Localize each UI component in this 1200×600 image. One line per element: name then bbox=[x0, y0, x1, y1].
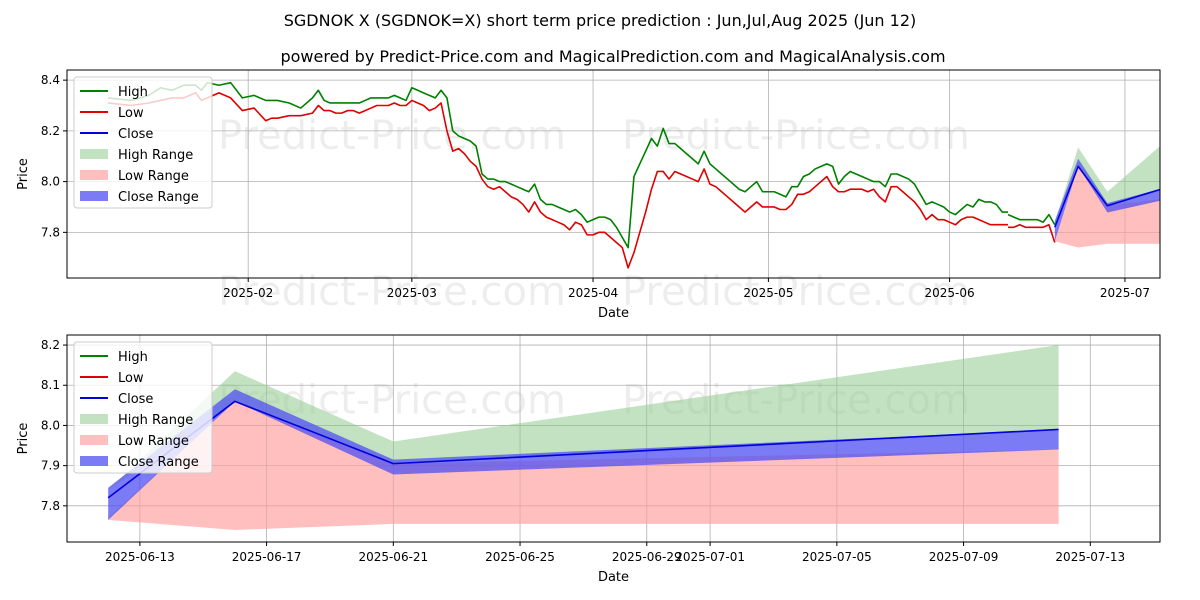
legend-entry-label: Close bbox=[118, 127, 153, 142]
watermark-text: Predict-Price.com bbox=[622, 269, 970, 315]
legend-swatch-patch bbox=[80, 414, 108, 424]
y-tick-label: 7.8 bbox=[41, 499, 60, 513]
legend-swatch-patch bbox=[80, 435, 108, 445]
legend: High Low Close High Range Low Range Close Ran… bbox=[73, 341, 213, 474]
legend-entry-label: Low bbox=[118, 106, 144, 121]
high-series-line bbox=[1007, 213, 1056, 226]
grid-lines bbox=[67, 70, 1160, 278]
x-tick-label: 2025-05 bbox=[743, 286, 793, 300]
x-axis-label: Date bbox=[598, 306, 629, 321]
y-axis-label: Price bbox=[16, 423, 31, 455]
x-tick-label: 2025-06-17 bbox=[232, 550, 302, 564]
legend-entry-label: High Range bbox=[118, 413, 193, 428]
y-tick-label: 8.0 bbox=[41, 418, 60, 432]
chart-subtitle: powered by Predict-Price.com and Magical… bbox=[280, 47, 945, 66]
chart-title: SGDNOK X (SGDNOK=X) short term price pre… bbox=[284, 11, 917, 30]
legend-entry-label: High bbox=[118, 85, 148, 100]
x-tick-label: 2025-06 bbox=[925, 286, 975, 300]
legend-box bbox=[73, 341, 213, 474]
legend-entry-label: Close bbox=[118, 392, 153, 407]
low-series-line bbox=[1008, 223, 1056, 243]
y-tick-label: 8.0 bbox=[41, 175, 60, 189]
x-axis-label: Date bbox=[598, 570, 629, 585]
close-forecast-line bbox=[1054, 165, 1160, 228]
y-tick-label: 8.4 bbox=[41, 73, 60, 87]
high-range-band bbox=[108, 345, 1059, 490]
x-tick-label: 2025-07-09 bbox=[929, 550, 999, 564]
x-tick-label: 2025-07-13 bbox=[1055, 550, 1125, 564]
watermark-text: Predict-Price.com bbox=[218, 113, 566, 159]
y-tick-label: 7.8 bbox=[41, 225, 60, 239]
legend-swatch-patch bbox=[80, 456, 108, 466]
x-tick-label: 2025-02 bbox=[223, 286, 273, 300]
legend-entry-label: Close Range bbox=[118, 455, 199, 470]
legend-entry-label: High bbox=[118, 350, 148, 365]
legend-entry-label: Low Range bbox=[118, 434, 189, 449]
axes-frame bbox=[66, 334, 1161, 543]
x-tick-label: 2025-04 bbox=[568, 286, 618, 300]
bottom-panel: Predict-Price.comPredict-Price.com2025-0… bbox=[16, 334, 1161, 585]
legend-swatch-patch bbox=[80, 170, 108, 180]
x-tick-label: 2025-06-29 bbox=[612, 550, 682, 564]
legend: High Low Close High Range Low Range Close Ran… bbox=[73, 76, 213, 209]
legend-entry-label: High Range bbox=[118, 148, 193, 163]
watermark-text: Predict-Price.com bbox=[218, 269, 566, 315]
y-axis-label: Price bbox=[16, 158, 31, 190]
low-series-line bbox=[107, 92, 1009, 269]
x-tick-label: 2025-03 bbox=[387, 286, 437, 300]
plot-area bbox=[107, 345, 1059, 530]
plot-area bbox=[107, 81, 1160, 269]
watermark-text: Predict-Price.com bbox=[622, 113, 970, 159]
legend-swatch-patch bbox=[80, 191, 108, 201]
x-tick-label: 2025-07-01 bbox=[675, 550, 745, 564]
legend-box bbox=[73, 76, 213, 209]
axes-frame bbox=[66, 69, 1161, 279]
x-tick-label: 2025-06-25 bbox=[485, 550, 555, 564]
high-series-line bbox=[107, 81, 1009, 249]
legend-entry-label: Close Range bbox=[118, 190, 199, 205]
y-tick-label: 8.1 bbox=[41, 378, 60, 392]
y-tick-label: 8.2 bbox=[41, 338, 60, 352]
legend-swatch-patch bbox=[80, 149, 108, 159]
x-tick-label: 2025-06-21 bbox=[358, 550, 428, 564]
close-range-band bbox=[1054, 158, 1160, 242]
y-tick-label: 8.2 bbox=[41, 124, 60, 138]
y-tick-label: 7.9 bbox=[41, 459, 60, 473]
x-tick-label: 2025-07-05 bbox=[802, 550, 872, 564]
legend-entry-label: Low Range bbox=[118, 169, 189, 184]
top-panel: Predict-Price.com Predict-Price.com Predic… bbox=[16, 69, 1161, 321]
x-tick-label: 2025-06-13 bbox=[105, 550, 175, 564]
legend-entry-label: Low bbox=[118, 371, 144, 386]
x-tick-label: 2025-07 bbox=[1100, 286, 1150, 300]
